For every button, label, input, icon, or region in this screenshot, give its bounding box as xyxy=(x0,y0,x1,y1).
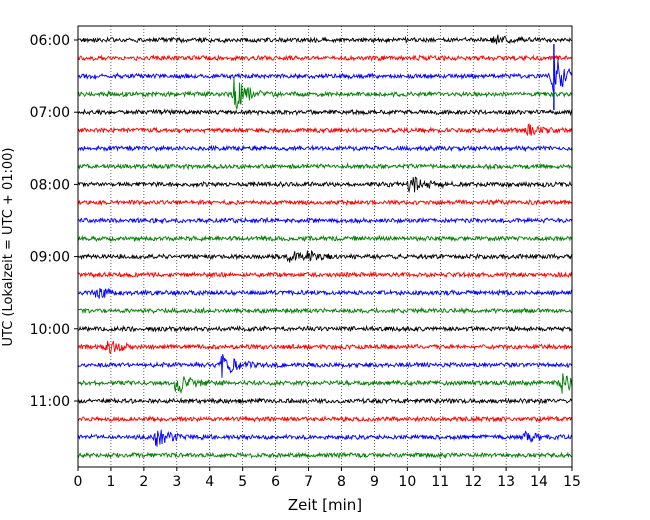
y-tick-label: 10:00 xyxy=(30,322,70,338)
x-tick-label: 13 xyxy=(497,474,515,490)
trace-0930 xyxy=(77,287,573,299)
x-tick-label: 9 xyxy=(370,474,379,490)
x-tick-label: 12 xyxy=(464,474,482,490)
trace-0830 xyxy=(77,216,573,225)
y-tick-label: 06:00 xyxy=(30,33,70,49)
trace-1115 xyxy=(77,415,573,424)
x-tick-label: 15 xyxy=(563,474,581,490)
trace-1100 xyxy=(77,396,573,405)
trace-0700 xyxy=(77,108,573,117)
plot-frame xyxy=(77,25,573,468)
trace-0600 xyxy=(77,34,573,45)
trace-0915 xyxy=(77,270,573,279)
y-tick-label: 08:00 xyxy=(30,177,70,193)
x-axis: 0 1 2 3 4 5 6 7 8 9 10 11 12 13 14 15 xyxy=(74,467,581,490)
trace-0730 xyxy=(77,144,573,153)
x-tick-label: 14 xyxy=(530,474,548,490)
trace-0845 xyxy=(77,234,573,243)
trace-1145 xyxy=(77,451,572,459)
x-tick-label: 6 xyxy=(271,474,280,490)
x-tick-label: 4 xyxy=(205,474,214,490)
trace-0800 xyxy=(77,176,573,194)
trace-1000 xyxy=(77,324,573,333)
x-tick-label: 1 xyxy=(106,474,115,490)
x-tick-label: 10 xyxy=(398,474,416,490)
y-tick-label: 11:00 xyxy=(30,394,70,410)
x-tick-label: 2 xyxy=(139,474,148,490)
trace-1130 xyxy=(77,429,573,447)
y-axis-label: UTC (Lokalzeit = UTC + 01:00) xyxy=(1,148,16,347)
trace-0630 xyxy=(77,59,573,94)
trace-0615 xyxy=(77,54,573,62)
y-tick-label: 09:00 xyxy=(30,250,70,266)
x-tick-label: 7 xyxy=(304,474,313,490)
trace-1015 xyxy=(77,340,573,354)
trace-0900 xyxy=(77,249,573,263)
trace-0815 xyxy=(77,198,573,207)
x-tick-label: 8 xyxy=(337,474,346,490)
trace-0715 xyxy=(77,123,573,137)
x-axis-label: Zeit [min] xyxy=(288,496,362,514)
x-tick-label: 5 xyxy=(238,474,247,490)
x-tick-label: 0 xyxy=(74,474,83,490)
y-tick-label: 07:00 xyxy=(30,105,70,121)
trace-0745 xyxy=(77,162,573,171)
trace-1030 xyxy=(77,354,573,378)
trace-0645 xyxy=(77,77,573,111)
y-axis: 06:00 07:00 08:00 09:00 10:00 11:00 xyxy=(30,33,78,410)
trace-layer xyxy=(77,34,573,459)
x-tick-label: 11 xyxy=(431,474,449,490)
x-tick-label: 3 xyxy=(172,474,181,490)
trace-1045 xyxy=(77,373,573,395)
trace-0945 xyxy=(77,306,572,315)
